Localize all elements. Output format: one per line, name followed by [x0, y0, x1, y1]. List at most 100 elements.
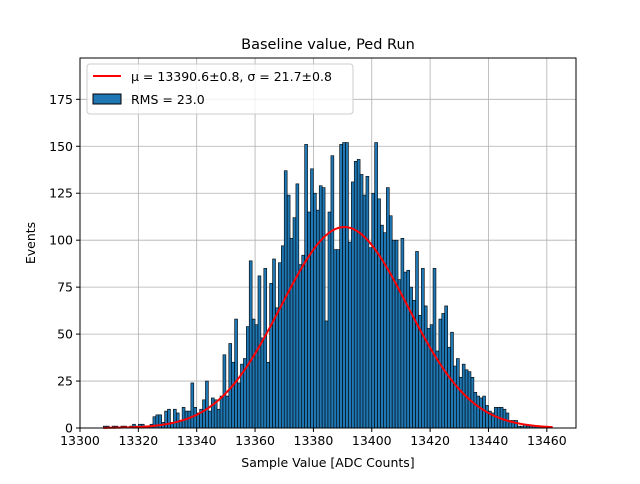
histogram-bar: [295, 183, 300, 429]
histogram-bar: [251, 318, 256, 429]
histogram-bar: [330, 155, 335, 429]
histogram-bar: [447, 346, 451, 429]
histogram-bar: [339, 144, 343, 429]
histogram-bar: [216, 408, 221, 429]
x-tick-label: 13440: [469, 433, 509, 448]
histogram-bar: [333, 249, 338, 429]
histogram-bar: [380, 224, 384, 429]
histogram-bar: [237, 382, 241, 429]
y-tick-label: 175: [49, 92, 73, 107]
x-axis-ticks: 13300 13320 13340 13360 13380 13400 13420 13440…: [60, 428, 567, 448]
histogram-bar: [304, 144, 308, 429]
histogram-bar: [321, 187, 326, 429]
histogram-bar: [205, 380, 209, 429]
histogram-bar: [278, 262, 282, 429]
histogram-bar: [458, 376, 463, 429]
x-tick-label: 13380: [294, 433, 334, 448]
histogram-bar: [269, 283, 273, 429]
histogram-bar: [298, 264, 303, 429]
histogram-bar: [371, 192, 375, 429]
histogram-bar: [403, 271, 408, 429]
histogram-bar: [386, 187, 390, 429]
histogram-bar: [415, 251, 419, 429]
histogram-bar: [359, 174, 364, 429]
y-tick-label: 25: [57, 374, 73, 389]
histogram-bar: [421, 268, 425, 429]
y-tick-label: 150: [49, 139, 73, 154]
histogram-bar: [187, 410, 192, 429]
histogram-bar: [263, 268, 268, 429]
histogram-bar: [318, 185, 323, 429]
histogram-bar: [423, 305, 428, 429]
histogram-bar: [164, 410, 168, 429]
histogram-bar: [246, 326, 250, 429]
histogram-bar: [181, 407, 186, 429]
histogram-bar: [219, 395, 224, 429]
histogram-bar: [365, 176, 370, 429]
histogram-bar: [400, 238, 405, 429]
plot-frame: [79, 57, 577, 429]
histogram-bar: [409, 286, 413, 429]
legend-histogram-swatch: [92, 93, 122, 105]
histogram-bar: [310, 168, 314, 429]
y-axis-label: Events: [23, 222, 38, 264]
histogram-bar: [286, 194, 291, 429]
histogram-bar: [234, 318, 238, 429]
histogram-bar: [514, 420, 518, 429]
histogram-bar: [327, 211, 332, 429]
legend-fit-label: μ = 13390.6±0.8, σ = 21.7±0.8: [131, 69, 332, 84]
histogram-bar: [438, 318, 443, 429]
histogram-bar: [275, 307, 279, 429]
histogram-bar: [289, 238, 294, 429]
histogram-bar: [336, 249, 340, 429]
histogram-bar: [342, 142, 346, 429]
chart-title: Baseline value, Ped Run: [241, 37, 415, 53]
histogram-bar: [377, 198, 381, 429]
legend-histogram-label: RMS = 23.0: [131, 92, 205, 107]
histogram-bar: [313, 192, 317, 429]
histogram-bar: [394, 239, 399, 429]
histogram-bar: [231, 361, 235, 429]
legend: μ = 13390.6±0.8, σ = 21.7±0.8 RMS = 23.0: [86, 63, 354, 115]
histogram-bar: [324, 320, 329, 429]
x-axis-label: Sample Value [ADC Counts]: [241, 455, 414, 470]
histogram-bar: [356, 159, 361, 429]
histogram-bar: [266, 361, 270, 429]
y-tick-label: 75: [57, 280, 73, 295]
x-tick-label: 13460: [527, 433, 567, 448]
histogram-bar: [257, 275, 262, 429]
y-axis-ticks: 0 25 50 75 100 125 150 175: [49, 92, 80, 436]
histogram-bar: [473, 392, 478, 429]
x-tick-label: 13340: [177, 433, 217, 448]
histogram-bar: [208, 410, 212, 429]
histogram-bar: [210, 397, 215, 429]
histogram-bar: [444, 305, 448, 429]
histogram-bar: [351, 181, 355, 429]
histogram-bar: [222, 354, 227, 429]
histogram-bar: [281, 245, 285, 429]
histogram-bar: [173, 408, 177, 429]
histogram-bar: [406, 269, 410, 429]
histogram-bar: [167, 408, 171, 429]
histogram-bar: [307, 211, 311, 429]
histogram-bar: [292, 217, 297, 429]
histogram-bar: [362, 194, 367, 429]
histogram-bar: [254, 324, 259, 429]
histogram-bar: [485, 405, 489, 429]
fit-curve: [103, 226, 553, 429]
histogram-bar: [260, 337, 265, 429]
histogram-bar: [301, 254, 305, 429]
histogram-bar: [429, 324, 434, 429]
histogram-bar: [397, 279, 402, 429]
histogram-bar: [272, 258, 276, 429]
histogram-bar: [388, 215, 393, 429]
histogram-bar: [453, 365, 457, 429]
y-tick-label: 0: [65, 421, 73, 436]
x-tick-label: 13360: [235, 433, 275, 448]
histogram-bar: [374, 142, 378, 429]
histogram-bar: [353, 160, 358, 429]
x-tick-label: 13420: [410, 433, 450, 448]
histogram-bar: [391, 239, 396, 429]
histogram-bar: [479, 397, 483, 429]
